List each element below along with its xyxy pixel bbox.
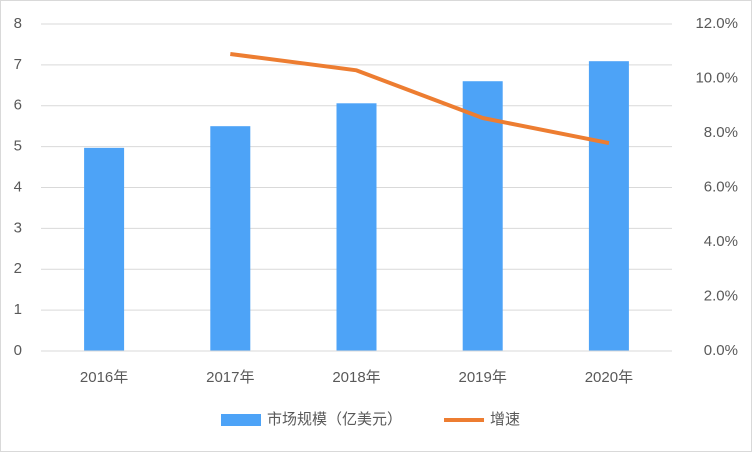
legend-swatch xyxy=(221,414,261,426)
y-tick-label: 1 xyxy=(14,301,22,318)
y2-tick-label: 6.0% xyxy=(704,178,738,195)
y-tick-label: 6 xyxy=(14,97,22,114)
line xyxy=(230,51,610,146)
y2-tick-label: 4.0% xyxy=(704,233,738,250)
bar xyxy=(84,147,125,351)
x-tick-label: 2017年 xyxy=(206,369,254,386)
y-tick-label: 2 xyxy=(14,260,22,277)
y2-tick-label: 10.0% xyxy=(695,69,738,86)
bar xyxy=(588,61,629,351)
y2-tick-label: 8.0% xyxy=(704,124,738,141)
bar xyxy=(462,81,503,351)
bar xyxy=(336,103,377,351)
y-tick-label: 3 xyxy=(14,219,22,236)
y2-tick-label: 2.0% xyxy=(704,287,738,304)
x-tick-label: 2019年 xyxy=(459,369,507,386)
x-tick-label: 2016年 xyxy=(80,369,128,386)
y-tick-label: 4 xyxy=(14,178,22,195)
legend-label: 市场规模（亿美元） xyxy=(267,411,402,428)
x-tick-label: 2018年 xyxy=(332,369,380,386)
y-tick-label: 0 xyxy=(14,342,22,359)
x-tick-label: 2020年 xyxy=(585,369,633,386)
legend-label: 增速 xyxy=(490,411,520,428)
y2-tick-label: 0.0% xyxy=(704,342,738,359)
y-tick-label: 7 xyxy=(14,56,22,73)
y-tick-label: 8 xyxy=(14,15,22,32)
bar xyxy=(210,126,251,351)
y-tick-label: 5 xyxy=(14,138,22,155)
y2-tick-label: 12.0% xyxy=(695,15,738,32)
